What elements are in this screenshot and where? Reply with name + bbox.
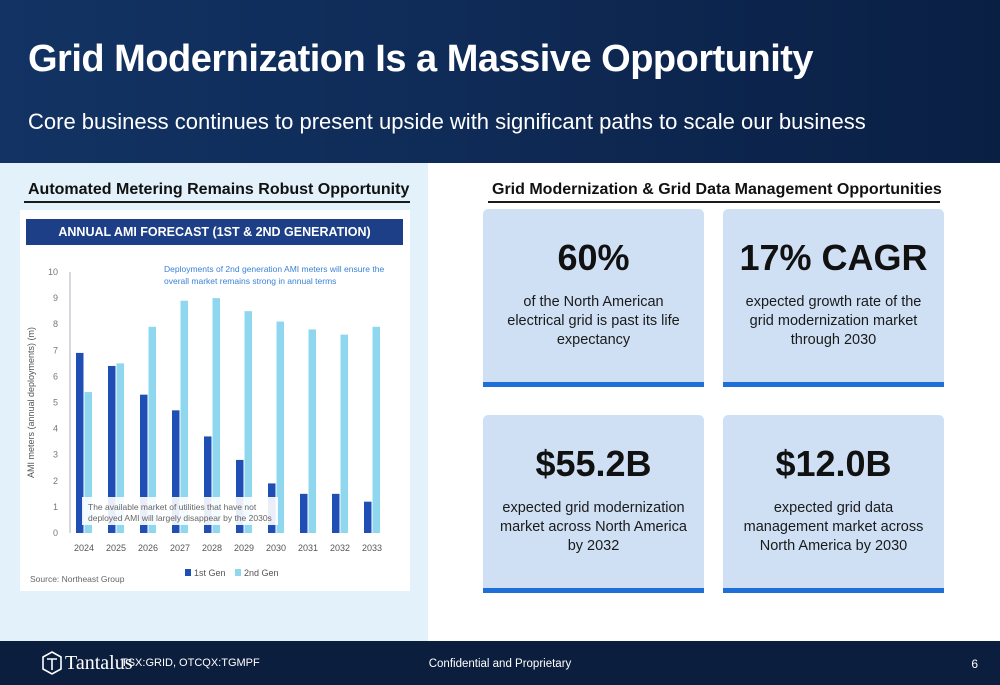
bar-1st-gen-2029 [236,459,244,533]
x-tick-label: 2032 [330,543,350,553]
y-tick-label: 0 [53,528,58,538]
ticker-symbols: TSX:GRID, OTCQX:TGMPF [121,657,260,669]
stat-description: expected grid modernization market acros… [500,500,687,554]
chart-svg: 0 1 2 3 4 5 6 7 8 9 10 AMI meters (annual deploymen… [26,264,384,584]
legend-label: 2nd Gen [244,568,279,578]
bar-1st-gen-2025 [108,365,116,533]
x-tick-label: 2028 [202,543,222,553]
bar-2nd-gen-2027 [180,300,188,533]
header-banner: Grid Modernization Is a Massive Opportun… [0,0,1000,163]
page-number: 6 [971,657,978,671]
bar-2nd-gen-2033 [372,326,380,533]
x-tick-label: 2029 [234,543,254,553]
y-tick-label: 10 [48,267,58,277]
x-tick-label: 2024 [74,543,94,553]
y-tick-label: 9 [53,293,58,303]
x-tick-label: 2031 [298,543,318,553]
legend-swatch-1st-gen [185,569,191,576]
x-tick-label: 2027 [170,543,190,553]
bar-2nd-gen-2024 [84,392,92,533]
chart-banner: ANNUAL AMI FORECAST (1ST & 2ND GENERATIO… [26,219,403,245]
legend-label: 1st Gen [194,568,226,578]
left-section-heading: Automated Metering Remains Robust Opport… [28,181,410,198]
y-tick-label: 8 [53,319,58,329]
stat-card-grid-age: 60% of the North American electrical gri… [483,209,704,387]
page-subtitle: Core business continues to present upsid… [28,109,866,134]
x-tick-label: 2030 [266,543,286,553]
footer: Tantalus TSX:GRID, OTCQX:TGMPF Confident… [0,641,1000,685]
stat-description: of the North American electrical grid is… [507,294,680,348]
stat-value: 60% [557,237,630,278]
x-tick-label: 2033 [362,543,382,553]
bar-2nd-gen-2030 [276,321,284,533]
stat-description: expected grid data management market acr… [743,500,924,554]
stat-card-grid-mod-market: $55.2B expected grid modernization marke… [483,415,704,593]
x-tick-label: 2025 [106,543,126,553]
bar-1st-gen-2028 [204,436,212,533]
bar-1st-gen-2026 [140,394,148,533]
bar-2nd-gen-2029 [244,311,252,533]
right-heading-underline [488,201,940,203]
bar-2nd-gen-2025 [116,363,124,533]
tantalus-logo-icon [42,651,62,675]
y-tick-label: 3 [53,450,58,460]
stat-card-accent [483,588,704,593]
stat-description: expected growth rate of the grid moderni… [745,294,922,348]
stat-value: $12.0B [775,443,892,484]
right-section-heading: Grid Modernization & Grid Data Managemen… [492,181,942,198]
stat-card-cagr: 17% CAGR expected growth rate of the gri… [723,209,944,387]
y-tick-label: 6 [53,371,58,381]
legend-swatch-2nd-gen [235,569,241,576]
bar-2nd-gen-2031 [308,329,316,533]
stat-value: $55.2B [535,443,652,484]
y-tick-label: 5 [53,398,58,408]
bar-2nd-gen-2026 [148,326,156,533]
stat-value: 17% CAGR [739,237,928,278]
left-heading-underline [24,201,410,203]
ami-forecast-chart: ANNUAL AMI FORECAST (1ST & 2ND GENERATIO… [20,210,410,591]
y-tick-label: 7 [53,345,58,355]
logo-text: Tantalus [65,651,133,674]
x-tick-label: 2026 [138,543,158,553]
bar-1st-gen-2032 [332,493,340,533]
stat-card-data-mgmt-market: $12.0B expected grid data management mar… [723,415,944,593]
y-tick-label: 1 [53,502,58,512]
stat-card-accent [483,382,704,387]
stat-card-accent [723,382,944,387]
y-axis-title: AMI meters (annual deployments) (m) [26,327,36,478]
annotation-1st-gen: The available market of utilities that h… [88,502,272,523]
y-tick-label: 2 [53,476,58,486]
bar-1st-gen-2024 [76,352,84,533]
confidential-label: Confidential and Proprietary [428,658,572,670]
annotation-2nd-gen: Deployments of 2nd generation AMI meters… [164,264,384,286]
bar-1st-gen-2033 [364,501,372,533]
tantalus-logo: Tantalus [42,651,132,675]
y-tick-label: 4 [53,424,58,434]
bar-2nd-gen-2032 [340,334,348,533]
chart-title: ANNUAL AMI FORECAST (1ST & 2ND GENERATIO… [58,225,371,239]
annotation-box [82,497,278,525]
chart-source: Source: Northeast Group [30,574,125,584]
bar-2nd-gen-2028 [212,298,220,533]
bar-1st-gen-2027 [172,410,180,533]
bar-1st-gen-2031 [300,493,308,533]
stat-card-accent [723,588,944,593]
page-title: Grid Modernization Is a Massive Opportun… [28,38,814,80]
